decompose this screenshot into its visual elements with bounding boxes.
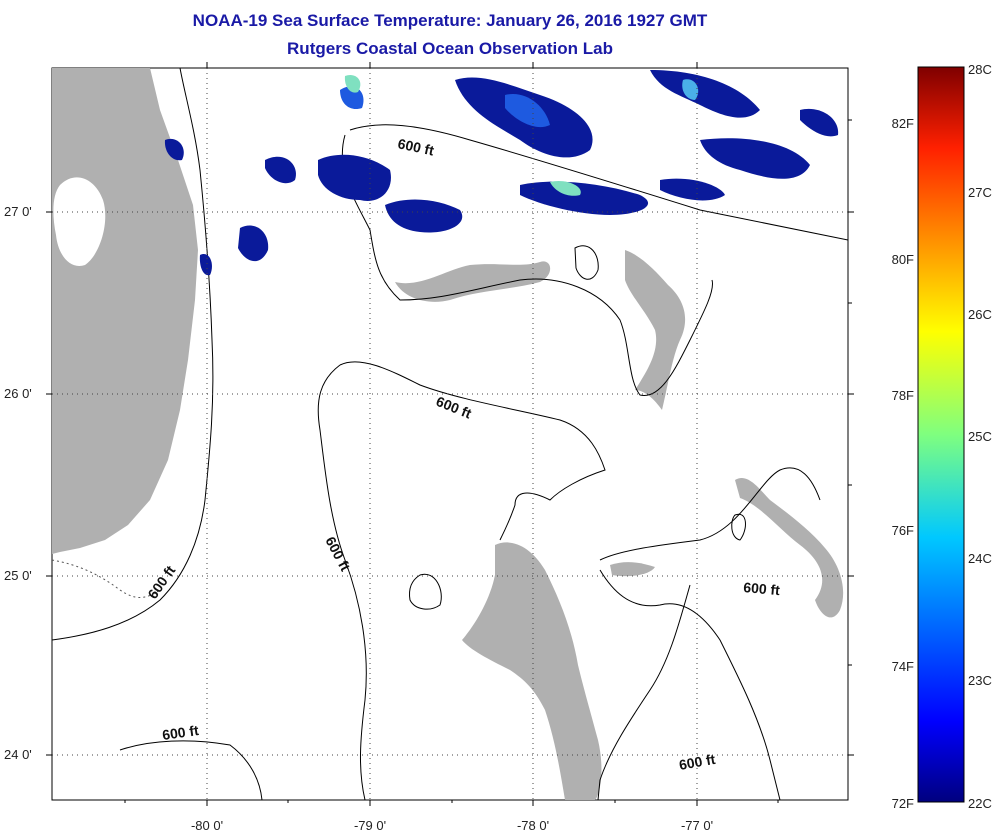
- sst-pixels: [164, 70, 839, 276]
- lon-tick-label: -78 0': [517, 818, 549, 833]
- andros-land: [462, 542, 602, 800]
- contour-label: 600 ft: [396, 135, 435, 158]
- lat-tick-label: 25 0': [4, 568, 32, 583]
- colorbar-label: 26C: [968, 307, 992, 322]
- lat-tick-label: 24 0': [4, 747, 32, 762]
- colorbar-label: 82F: [892, 116, 914, 131]
- graticule: [52, 68, 848, 800]
- colorbar-label: 78F: [892, 388, 914, 403]
- colorbar-label: 72F: [892, 796, 914, 811]
- depth-contours: [52, 68, 848, 800]
- colorbar-label: 25C: [968, 429, 992, 444]
- lake-okeechobee: [53, 177, 106, 266]
- colorbar-label: 22C: [968, 796, 992, 811]
- colorbar-label: 24C: [968, 551, 992, 566]
- colorbar-label: 76F: [892, 523, 914, 538]
- colorbar: [917, 66, 965, 803]
- colorbar-celsius-labels: 28C 27C 26C 25C 24C 23C 22C: [968, 62, 992, 811]
- colorbar-label: 74F: [892, 659, 914, 674]
- contour-label: 600 ft: [678, 751, 717, 773]
- colorbar-label: 80F: [892, 252, 914, 267]
- lat-tick-label: 26 0': [4, 386, 32, 401]
- lon-tick-label: -80 0': [191, 818, 223, 833]
- map-title: NOAA-19 Sea Surface Temperature: January…: [192, 11, 708, 30]
- contour-label: 600 ft: [161, 722, 200, 743]
- axis-ticks: [46, 62, 854, 806]
- abaco-land: [625, 250, 686, 410]
- grand-bahama-land: [395, 261, 551, 302]
- lon-tick-label: -77 0': [681, 818, 713, 833]
- new-providence-land: [610, 562, 655, 577]
- colorbar-fahrenheit-labels: 82F 80F 78F 76F 74F 72F: [892, 116, 914, 811]
- colorbar-label: 27C: [968, 185, 992, 200]
- lat-tick-label: 27 0': [4, 204, 32, 219]
- colorbar-label: 23C: [968, 673, 992, 688]
- map-subtitle: Rutgers Coastal Ocean Observation Lab: [287, 39, 613, 58]
- lon-tick-label: -79 0': [354, 818, 386, 833]
- colorbar-label: 28C: [968, 62, 992, 77]
- contour-label: 600 ft: [743, 579, 781, 598]
- eleuthera-land: [735, 478, 844, 618]
